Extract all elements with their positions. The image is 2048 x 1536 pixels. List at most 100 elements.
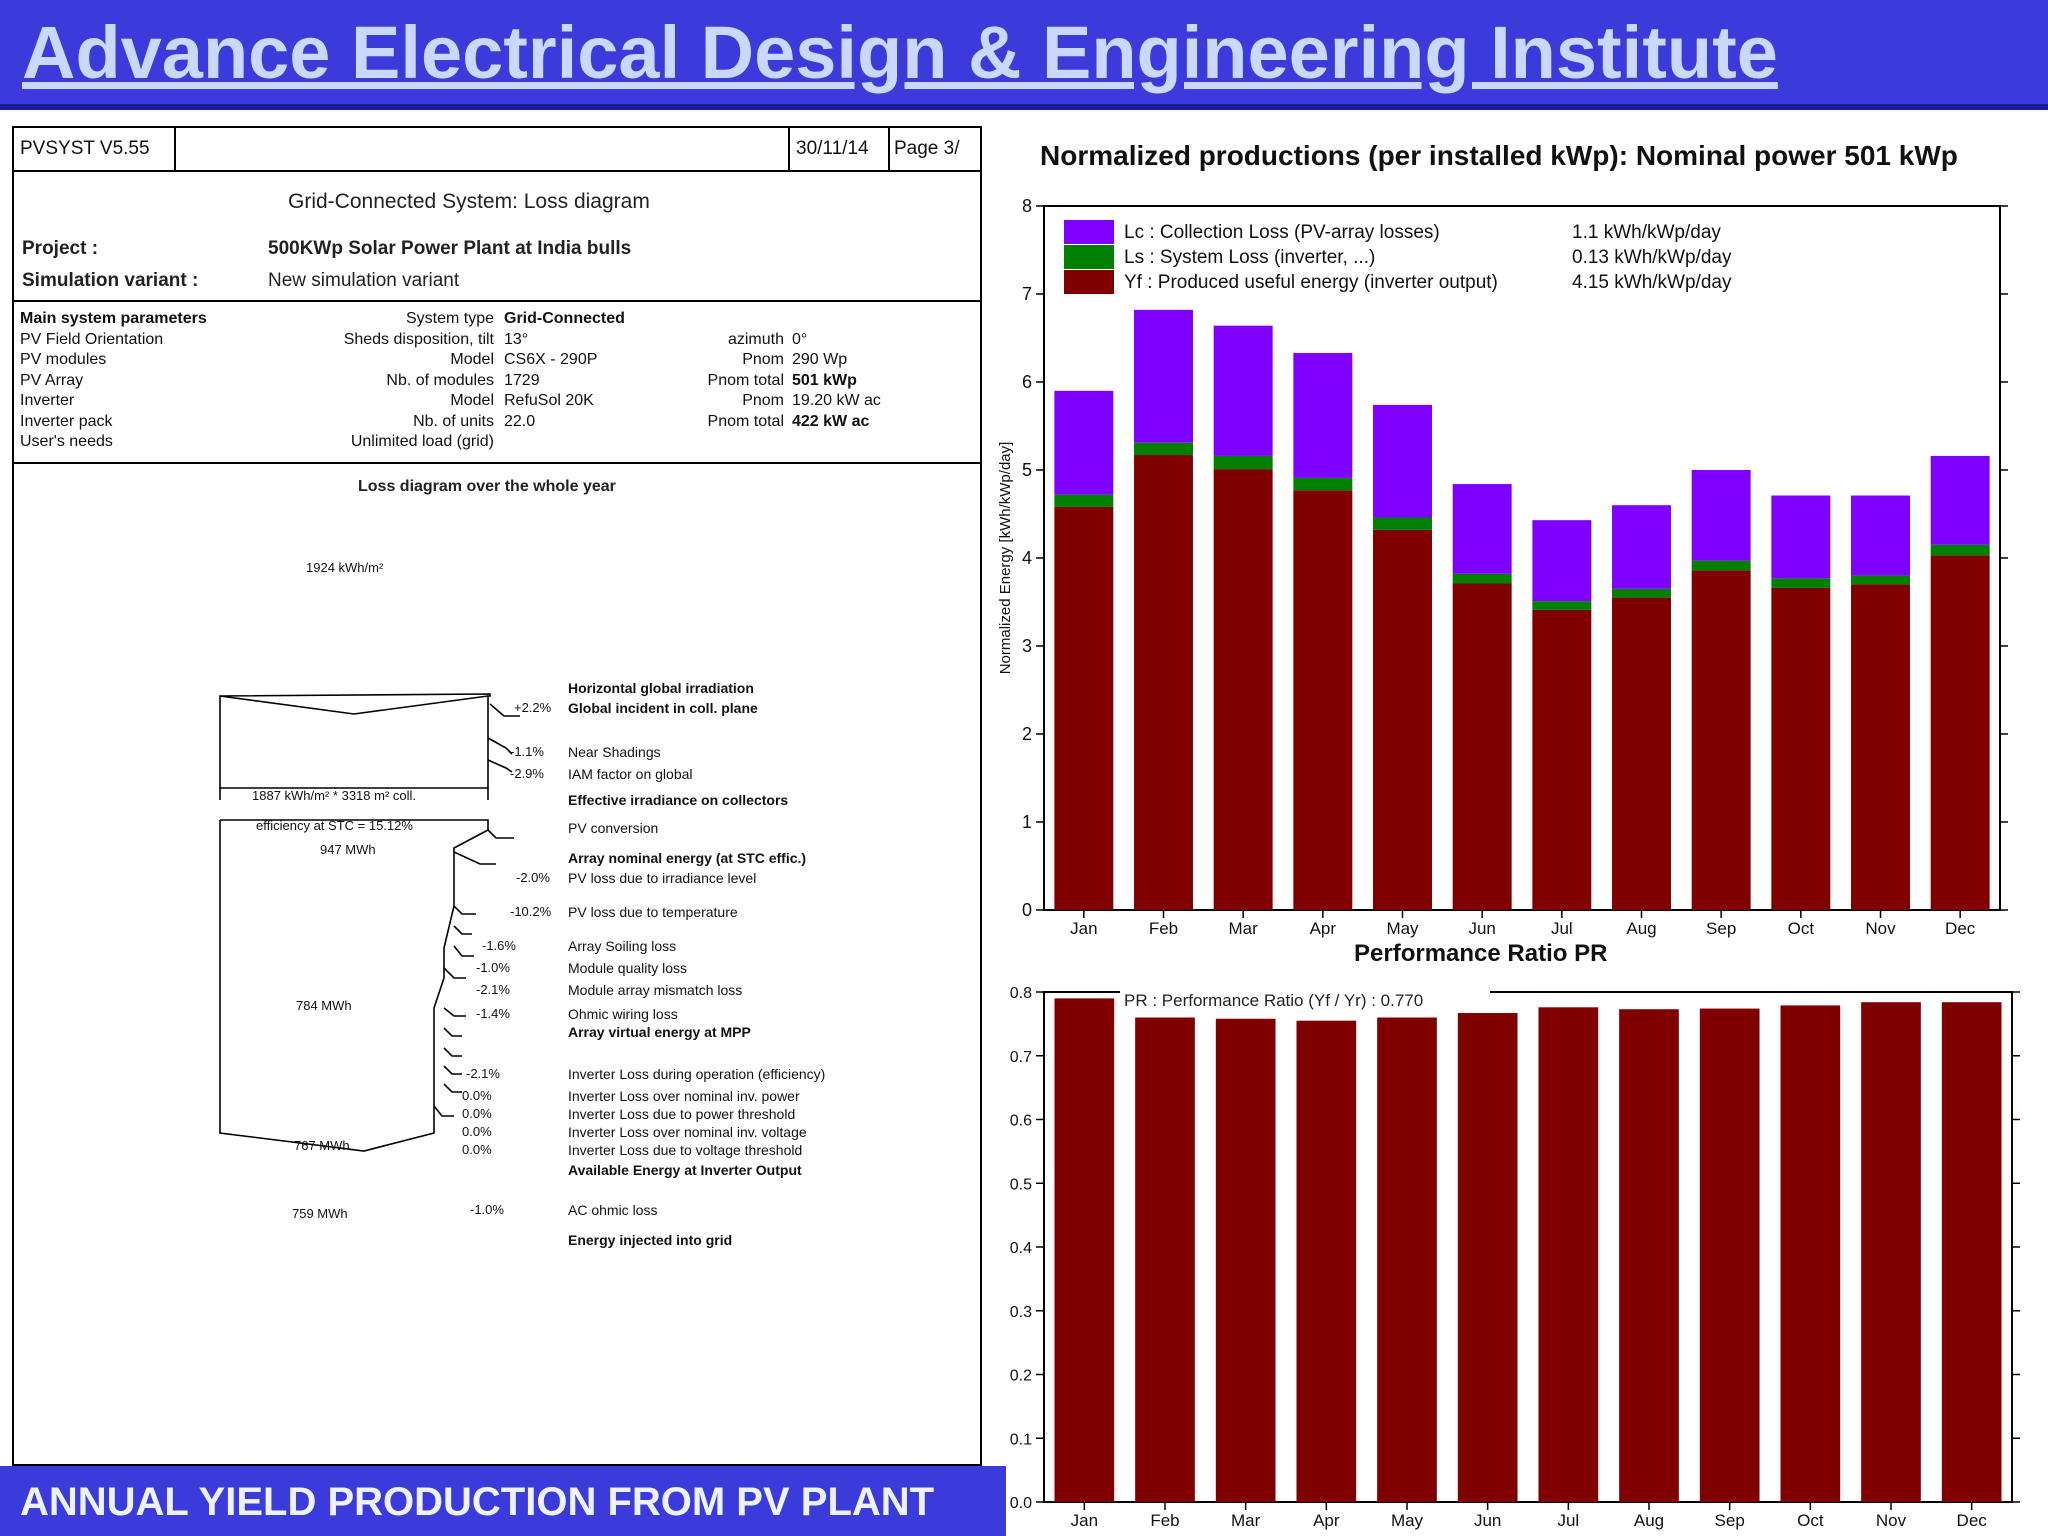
loss-label: Inverter Loss due to voltage threshold [568, 1142, 803, 1158]
loss-arrow [433, 1105, 454, 1117]
loss-label: Available Energy at Inverter Output [568, 1162, 802, 1178]
project-value: 500KWp Solar Power Plant at India bulls [268, 238, 632, 259]
bar-segment [1213, 455, 1273, 470]
irradiance-block [219, 693, 491, 789]
param-value2: 0° [792, 330, 808, 348]
loss-label: Inverter Loss due to power threshold [568, 1106, 796, 1122]
loss-percent: 0.0% [462, 1106, 492, 1121]
loss-arrow [453, 925, 472, 935]
param-key: Unlimited load (grid) [350, 433, 494, 450]
bar-segment [1612, 505, 1671, 589]
x-tick-label: Jun [1474, 1511, 1501, 1530]
bar-segment [1612, 588, 1671, 598]
param-key2: Pnom total [707, 371, 784, 389]
loss-label: PV loss due to temperature [568, 904, 738, 920]
loss-diagram-title: Loss diagram over the whole year [358, 478, 616, 495]
loss-arrow [443, 1065, 462, 1075]
x-tick-label: Sep [1706, 919, 1736, 938]
x-tick-label: Feb [1149, 919, 1178, 938]
loss-label: IAM factor on global [568, 766, 693, 782]
bar-segment [1134, 442, 1193, 456]
x-tick-label: Mar [1231, 1511, 1261, 1530]
loss-label: Effective irradiance on collectors [568, 792, 789, 808]
performance-ratio-chart: 0.0 0.1 0.2 0.3 0.4 0.5 0.6 0.7 0.8 Jan Feb Mar Apr M… [1010, 985, 2020, 1530]
bar-segment [1293, 490, 1353, 910]
x-tick-label: Nov [1865, 919, 1896, 938]
footer-caption: ANNUAL YIELD PRODUCTION FROM PV PLANT [20, 1480, 935, 1524]
loss-percent: -10.2% [510, 904, 552, 919]
y-tick-label: 0.6 [1010, 1113, 1032, 1130]
x-tick-label: Aug [1634, 1511, 1664, 1530]
param-key: Model [450, 392, 494, 409]
pr-bar [1699, 1008, 1760, 1502]
legend-swatch [1064, 220, 1114, 244]
bar-segment [1691, 560, 1751, 571]
y-tick-label: 0.2 [1010, 1368, 1032, 1385]
grid-energy-value: 759 MWh [292, 1206, 348, 1221]
loss-label: Array nominal energy (at STC effic.) [568, 850, 807, 866]
y-tick-label: 5 [1022, 460, 1032, 480]
loss-percent: -2.0% [516, 870, 550, 885]
bar-segment [1452, 573, 1512, 584]
x-tick-label: Mar [1229, 919, 1259, 938]
loss-arrow [489, 703, 520, 717]
y-tick-label: 1 [1022, 812, 1032, 832]
loss-label: Global incident in coll. plane [568, 700, 758, 716]
pr-bar [1861, 1002, 1921, 1502]
loss-label: Inverter Loss over nominal inv. voltage [568, 1124, 807, 1140]
pr-bar [1215, 1018, 1276, 1502]
param-key: Nb. of units [413, 412, 494, 430]
energy-block [219, 820, 435, 1152]
bar-segment [1771, 587, 1831, 910]
loss-percent: 0.0% [462, 1088, 492, 1103]
loss-arrow [443, 1047, 462, 1057]
x-tick-label: Aug [1626, 919, 1656, 938]
loss-percent: -1.6% [482, 938, 516, 953]
x-tick-label: Oct [1788, 919, 1815, 938]
loss-arrow [487, 759, 513, 773]
param-label: Main system parameters [20, 310, 207, 327]
param-value2: 19.20 kW ac [792, 392, 881, 409]
bar-segment [1373, 404, 1432, 518]
param-value: RefuSol 20K [504, 392, 594, 409]
report-page: Page 3/ [894, 138, 960, 159]
loss-arrow [453, 851, 496, 865]
loss-percent: -1.0% [476, 960, 510, 975]
y-tick-label: 4 [1022, 548, 1032, 568]
param-value2: 290 Wp [792, 351, 848, 368]
legend-summary: 4.15 kWh/kWp/day [1572, 272, 1732, 293]
loss-arrow [453, 905, 476, 915]
y-tick-label: 0.4 [1010, 1240, 1032, 1257]
bar-segment [1293, 477, 1353, 491]
loss-percent: 0.0% [462, 1142, 492, 1157]
pr-bar [1135, 1017, 1195, 1502]
bar-segment [1532, 601, 1592, 610]
bar-segment [1054, 390, 1114, 495]
pvsyst-report: PVSYST V5.55 30/11/14 Page 3/ Grid-Conne… [12, 126, 982, 1466]
loss-diagram [219, 693, 520, 1152]
x-tick-label: Oct [1797, 1511, 1824, 1530]
bar-segment [1373, 529, 1432, 910]
x-tick-label: Jun [1468, 919, 1495, 938]
y-tick-label: 0 [1022, 900, 1032, 920]
bar-segment [1771, 495, 1831, 579]
loss-label: Near Shadings [568, 744, 661, 760]
x-tick-label: Jan [1070, 919, 1097, 938]
bar-segment [1851, 584, 1910, 910]
bar-segment [1930, 544, 1990, 556]
array-nominal-value: 947 MWh [320, 842, 376, 857]
loss-arrow [443, 967, 466, 979]
param-value2: 422 kW ac [792, 412, 870, 430]
bar-segment [1054, 506, 1114, 910]
bar-segment [1532, 609, 1592, 910]
report-divider [14, 462, 980, 464]
report-title: Grid-Connected System: Loss diagram [288, 190, 650, 213]
param-key2: Pnom [742, 351, 784, 368]
array-mpp-value: 784 MWh [296, 998, 352, 1013]
loss-label: Array Soiling loss [568, 938, 677, 954]
bar-segment [1293, 352, 1353, 478]
report-header: PVSYST V5.55 30/11/14 Page 3/ [14, 128, 980, 172]
bar-segment [1134, 309, 1193, 443]
pr-bar [1457, 1013, 1518, 1502]
y-tick-label: 2 [1022, 724, 1032, 744]
